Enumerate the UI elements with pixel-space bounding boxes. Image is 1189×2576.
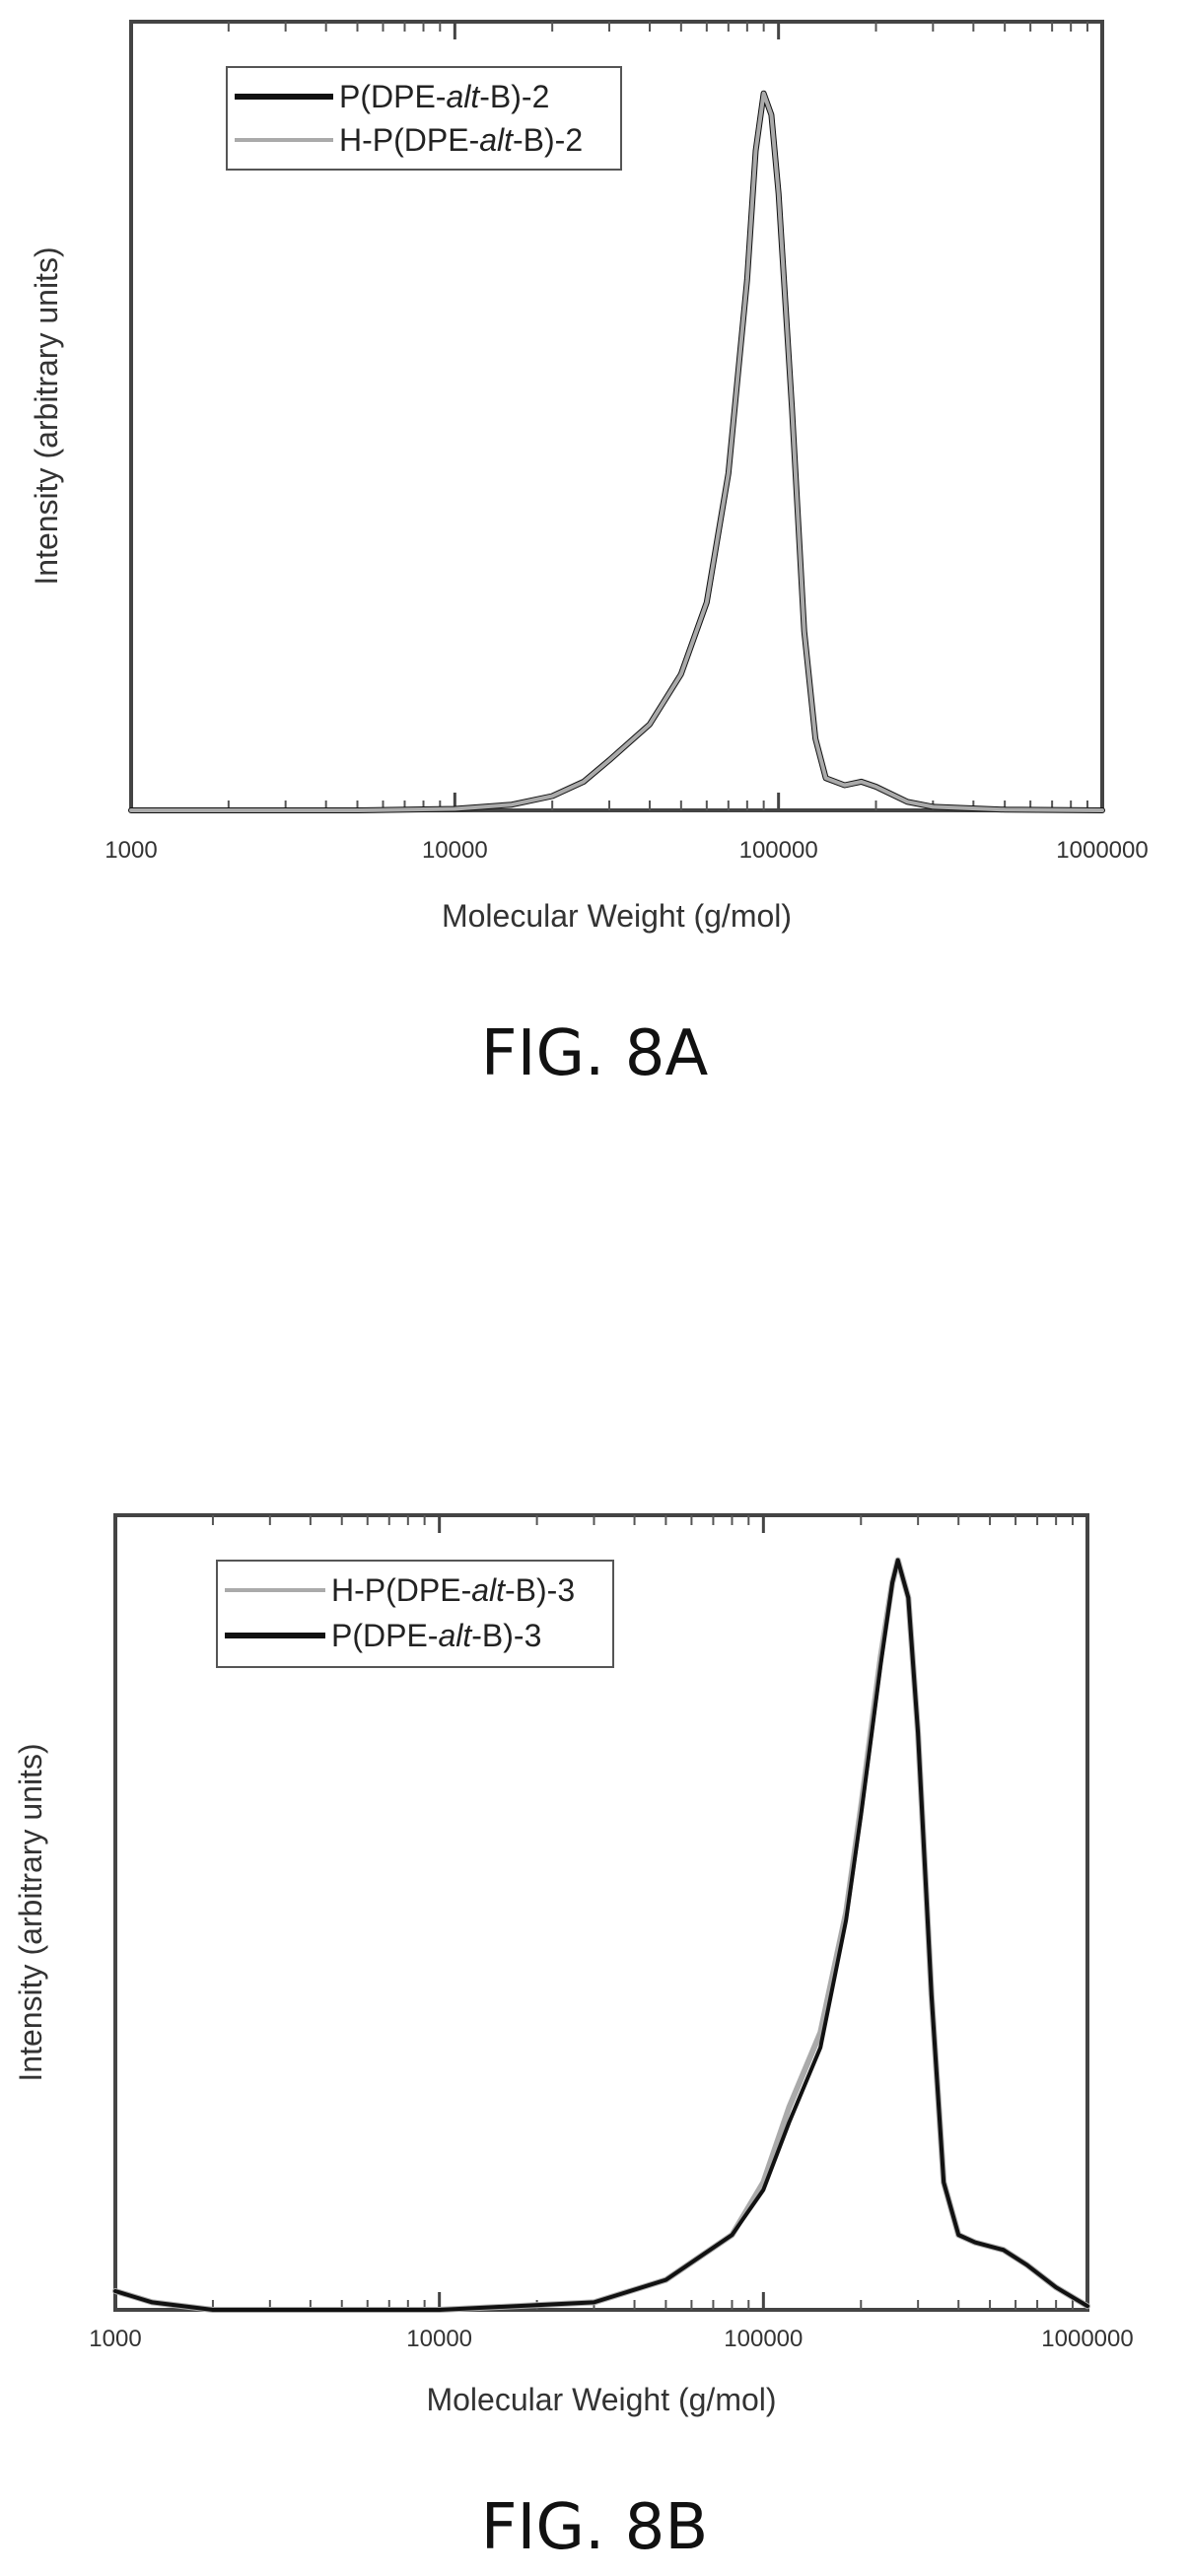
x-tick-label: 10000 bbox=[422, 837, 488, 864]
plot-frame bbox=[129, 20, 1104, 812]
y-axis-label: Intensity (arbitrary units) bbox=[29, 246, 64, 585]
plot-frame bbox=[113, 1513, 1089, 2312]
x-tick-label: 1000 bbox=[89, 2326, 141, 2352]
x-tick-label: 1000 bbox=[105, 837, 157, 864]
legend-label-2: P(DPE-alt-B)-3 bbox=[331, 1618, 541, 1653]
chart-fig-8a: 1000 10000 100000 1000000 Molecular Weight (… bbox=[29, 20, 1149, 934]
x-tick-label: 1000000 bbox=[1056, 837, 1148, 864]
series-line-2 bbox=[113, 1558, 1089, 2312]
series-line-2 bbox=[129, 91, 1104, 812]
figure-caption-8a: FIG. 8A bbox=[481, 1017, 709, 1090]
legend-label-2: H-P(DPE-alt-B)-2 bbox=[339, 122, 583, 158]
x-tick-label: 10000 bbox=[406, 2326, 472, 2352]
y-axis-label: Intensity (arbitrary units) bbox=[13, 1743, 48, 2081]
legend: H-P(DPE-alt-B)-3 P(DPE-alt-B)-3 bbox=[216, 1560, 614, 1668]
chart-fig-8b: 1000 10000 100000 1000000 Molecular Weight (… bbox=[13, 1513, 1134, 2417]
legend-box bbox=[226, 66, 622, 171]
x-axis-label: Molecular Weight (g/mol) bbox=[426, 2382, 776, 2417]
x-tick-label: 1000000 bbox=[1041, 2326, 1133, 2352]
legend-label-1: H-P(DPE-alt-B)-3 bbox=[331, 1572, 575, 1608]
series-line-1 bbox=[112, 1557, 1090, 2313]
legend-label-1: P(DPE-alt-B)-2 bbox=[339, 79, 549, 114]
x-tick-label: 100000 bbox=[739, 837, 818, 864]
x-axis-label: Molecular Weight (g/mol) bbox=[442, 898, 792, 934]
figure-caption-8b: FIG. 8B bbox=[481, 2491, 709, 2564]
series-line-1 bbox=[128, 90, 1105, 813]
legend-box bbox=[216, 1560, 614, 1668]
x-tick-label: 100000 bbox=[724, 2326, 803, 2352]
legend: P(DPE-alt-B)-2 H-P(DPE-alt-B)-2 bbox=[226, 66, 622, 171]
